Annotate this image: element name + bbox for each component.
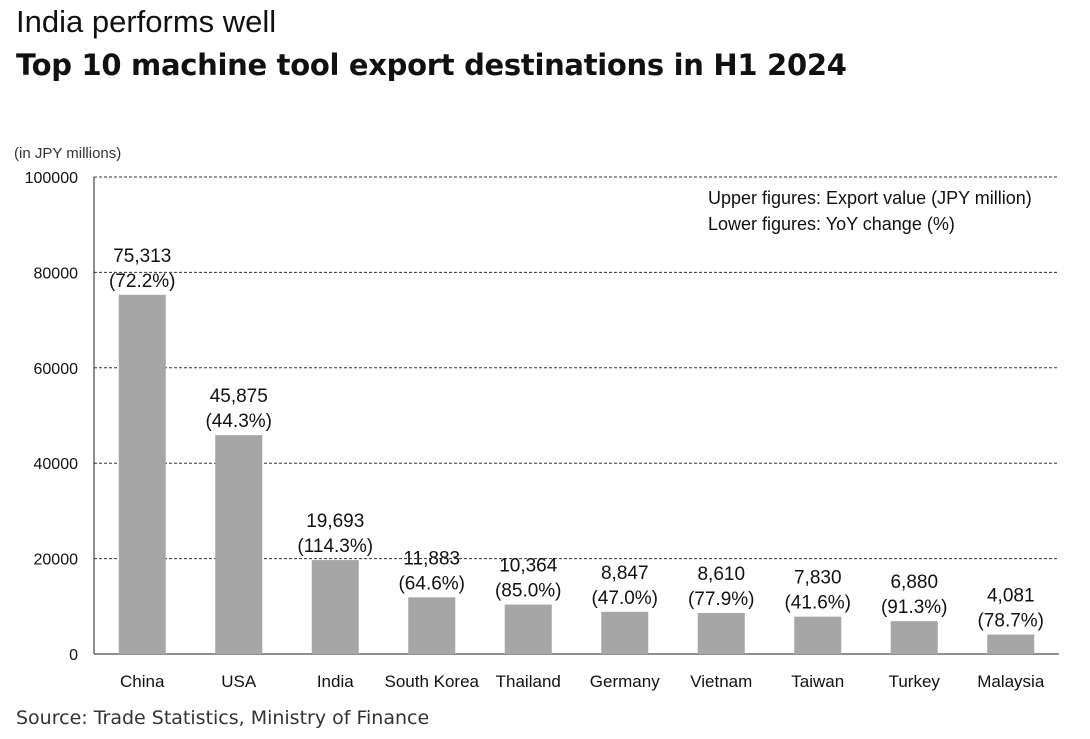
x-tick-label: Thailand bbox=[496, 672, 561, 691]
bar bbox=[215, 435, 263, 654]
x-tick-label: China bbox=[120, 672, 165, 691]
chart-title: Top 10 machine tool export destinations … bbox=[16, 48, 847, 82]
y-tick-label: 20000 bbox=[34, 552, 79, 569]
bar-yoy-label: (41.6%) bbox=[784, 593, 851, 614]
bar-yoy-label: (77.9%) bbox=[688, 589, 755, 610]
x-tick-label: Turkey bbox=[889, 672, 941, 691]
y-tick-label: 80000 bbox=[34, 265, 79, 282]
bar bbox=[601, 611, 649, 654]
annotation-upper-line: Upper figures: Export value (JPY million… bbox=[708, 188, 1032, 208]
bar bbox=[987, 634, 1035, 654]
source-note: Source: Trade Statistics, Ministry of Fi… bbox=[16, 707, 430, 729]
y-tick-label: 0 bbox=[69, 647, 78, 664]
bar-value-label: 6,880 bbox=[890, 572, 938, 593]
y-tick-label: 100000 bbox=[25, 170, 78, 187]
bar bbox=[697, 612, 745, 654]
x-tick-label: Malaysia bbox=[977, 672, 1045, 691]
x-tick-label: India bbox=[317, 672, 354, 691]
bar-value-label: 8,847 bbox=[601, 563, 649, 584]
x-tick-label: USA bbox=[221, 672, 257, 691]
bar-value-label: 45,875 bbox=[210, 386, 268, 407]
bar-value-label: 8,610 bbox=[697, 564, 745, 585]
x-tick-label: South Korea bbox=[384, 672, 479, 691]
bar-yoy-label: (47.0%) bbox=[591, 588, 658, 609]
x-tick-label: Taiwan bbox=[791, 672, 844, 691]
bar-value-label: 4,081 bbox=[987, 586, 1035, 607]
bar-yoy-label: (44.3%) bbox=[205, 411, 272, 432]
bar bbox=[311, 560, 359, 654]
x-tick-label: Germany bbox=[590, 672, 660, 691]
bar-yoy-label: (78.7%) bbox=[977, 611, 1044, 632]
bar-yoy-label: (85.0%) bbox=[495, 581, 562, 602]
bar bbox=[890, 621, 938, 654]
x-tick-label: Vietnam bbox=[690, 672, 752, 691]
annotation-lower-line: Lower figures: YoY change (%) bbox=[708, 214, 955, 234]
bar bbox=[408, 597, 456, 654]
bar-value-label: 11,883 bbox=[403, 548, 460, 569]
bar-yoy-label: (91.3%) bbox=[881, 597, 948, 618]
y-tick-label: 40000 bbox=[34, 456, 79, 473]
bar-yoy-label: (64.6%) bbox=[398, 573, 465, 594]
bar-value-label: 10,364 bbox=[499, 556, 558, 577]
bar-value-label: 75,313 bbox=[113, 246, 171, 267]
bar bbox=[504, 604, 552, 654]
chart-subtitle: India performs well bbox=[16, 4, 277, 39]
y-tick-label: 60000 bbox=[34, 361, 79, 378]
bar bbox=[794, 616, 842, 654]
bar-yoy-label: (72.2%) bbox=[109, 271, 176, 292]
chart-annotation: Upper figures: Export value (JPY million… bbox=[708, 185, 1032, 237]
bar bbox=[118, 294, 166, 654]
bar-value-label: 7,830 bbox=[794, 568, 842, 589]
bar-value-label: 19,693 bbox=[306, 511, 364, 532]
bar-yoy-label: (114.3%) bbox=[297, 536, 373, 557]
y-axis-unit-label: (in JPY millions) bbox=[14, 145, 122, 162]
